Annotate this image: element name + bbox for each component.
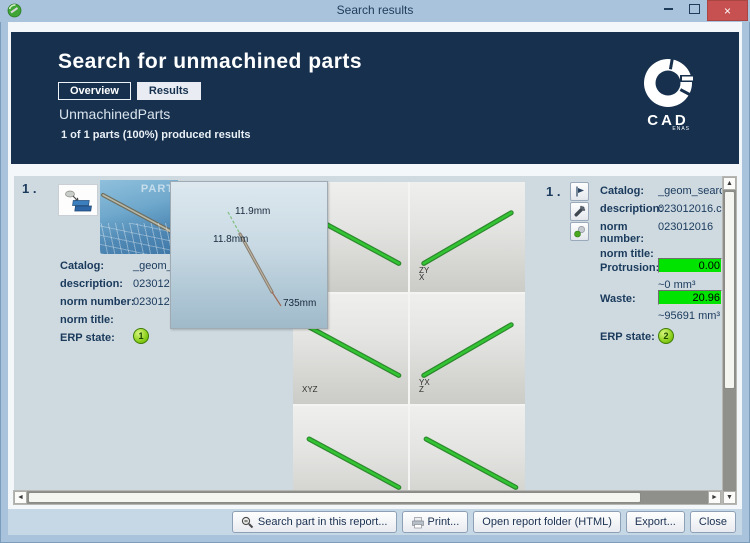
waste-volume: ~95691 mm³: [658, 310, 721, 322]
view-panel-2[interactable]: ZY X: [410, 182, 525, 292]
description-value-right: 023012016.catp: [658, 203, 722, 215]
field-erp-state-left: ERP state:: [60, 332, 115, 344]
page-title: Search for unmachined parts: [58, 50, 363, 73]
view-panel-5[interactable]: [293, 406, 408, 490]
protrusion-label: Protrusion:: [600, 262, 660, 274]
popup-rod-graphic: [227, 211, 282, 307]
maximize-button[interactable]: [681, 0, 707, 18]
search-part-icon: [241, 516, 254, 528]
dimension-label-diameter1: 11.9mm: [235, 206, 271, 217]
erp-status-icon: [574, 225, 586, 238]
search-part-button[interactable]: Search part in this report...: [231, 511, 397, 533]
axis-label: XYZ: [302, 385, 318, 394]
catalog-label-right: Catalog:: [600, 185, 644, 197]
tab-results[interactable]: Results: [136, 82, 201, 100]
cadenas-logo-subtext: ENAS: [672, 126, 690, 132]
tab-bar: Overview Results: [58, 82, 201, 100]
export-button[interactable]: Export...: [625, 511, 685, 533]
vertical-scrollbar[interactable]: ▲ ▼: [722, 176, 737, 505]
tab-overview[interactable]: Overview: [58, 82, 131, 100]
part-thumbnail[interactable]: PART: [100, 180, 178, 254]
thumbnail-rod-graphic: [101, 193, 176, 235]
field-norm-title-left: norm title:: [60, 314, 114, 326]
waste-value-bar: 20.96: [658, 290, 722, 305]
result-index-right: 1 .: [546, 184, 561, 199]
description-value-left: 02301201: [133, 278, 182, 290]
search-name: UnmachinedParts: [59, 106, 171, 122]
minimize-icon: [663, 8, 673, 10]
flip-mirror-icon: [576, 186, 584, 197]
open-report-folder-label: Open report folder (HTML): [482, 516, 612, 528]
dimension-preview-popup: 11.9mm 11.8mm 735mm: [170, 181, 328, 329]
cadenas-logo-mark: [644, 57, 693, 107]
horizontal-scroll-thumb[interactable]: [28, 492, 641, 503]
partsolutions-app-icon: [7, 3, 22, 18]
export-label: Export...: [634, 516, 676, 528]
vertical-scroll-thumb[interactable]: [724, 191, 735, 389]
flip-mirror-button[interactable]: [570, 182, 589, 201]
catalog-value-right: _geom_search_: [658, 185, 722, 197]
waste-label: Waste:: [600, 293, 636, 305]
norm-number-label: norm number:: [60, 296, 135, 308]
axis-label: ZY X: [419, 266, 430, 282]
scroll-down-arrow[interactable]: ▼: [723, 491, 736, 504]
search-part-label: Search part in this report...: [257, 516, 388, 528]
result-index-left: 1 .: [22, 181, 37, 196]
titlebar[interactable]: Search results ×: [0, 0, 750, 22]
norm-number-value-left: 02301201: [133, 296, 182, 308]
description-label: description:: [60, 278, 123, 290]
dimension-label-diameter2: 11.8mm: [213, 234, 249, 245]
window-title: Search results: [336, 3, 414, 17]
screw-icon: [574, 205, 586, 217]
erp-state-label-right: ERP state:: [600, 331, 655, 343]
print-label: Print...: [427, 516, 460, 528]
erp-state-badge-left: 1: [133, 328, 149, 344]
cadenas-logo: CAD ENAS: [640, 56, 696, 136]
scroll-left-arrow[interactable]: ◄: [14, 491, 27, 504]
norm-number-value-right: 023012016: [658, 221, 714, 233]
norm-title-label-right: norm title:: [600, 248, 654, 260]
print-button[interactable]: Print...: [401, 511, 469, 533]
result-summary: 1 of 1 parts (100%) produced results: [61, 129, 251, 141]
close-dialog-label: Close: [698, 516, 727, 528]
protrusion-value-bar: 0.00: [658, 258, 722, 273]
open-report-folder-button[interactable]: Open report folder (HTML): [473, 511, 621, 533]
dimension-label-length: 735mm: [283, 298, 317, 309]
scroll-right-arrow[interactable]: ►: [708, 491, 721, 504]
minimize-button[interactable]: [655, 0, 681, 18]
erp-state-label: ERP state:: [60, 332, 115, 344]
norm-number-label-right: norm number:: [600, 221, 644, 245]
description-label-right: description:: [600, 203, 663, 215]
thumbnail-watermark: PART: [140, 183, 174, 195]
catalog-part-button[interactable]: [58, 184, 98, 216]
screw-button[interactable]: [570, 202, 589, 221]
protrusion-volume: ~0 mm³: [658, 279, 696, 291]
results-viewport: 1 . PART Catalog: _geom_se: [14, 176, 722, 490]
close-dialog-button[interactable]: Close: [689, 511, 736, 533]
field-catalog-left: Catalog:: [60, 260, 104, 272]
field-description-left: description:: [60, 278, 123, 290]
dialog-body: Search for unmachined parts Overview Res…: [8, 22, 742, 535]
horizontal-scrollbar[interactable]: ◄ ►: [13, 490, 722, 505]
report-header: Search for unmachined parts Overview Res…: [11, 32, 739, 164]
catalog-label: Catalog:: [60, 260, 104, 272]
field-norm-number-left: norm number:: [60, 296, 135, 308]
erp-status-button[interactable]: [570, 222, 589, 241]
scroll-up-arrow[interactable]: ▲: [723, 177, 736, 190]
norm-title-label: norm title:: [60, 314, 114, 326]
button-bar: Search part in this report... Print... O…: [8, 509, 742, 535]
print-icon: [411, 516, 424, 528]
view-panel-4[interactable]: YX Z: [410, 294, 525, 404]
erp-state-badge-right: 2: [658, 328, 674, 344]
maximize-icon: [688, 4, 700, 14]
cadenas-logo-text: CAD: [647, 112, 689, 129]
catalog-part-icon: [65, 190, 92, 212]
axis-label: YX Z: [419, 378, 430, 394]
view-panel-6[interactable]: [410, 406, 525, 490]
close-button[interactable]: ×: [707, 0, 748, 21]
